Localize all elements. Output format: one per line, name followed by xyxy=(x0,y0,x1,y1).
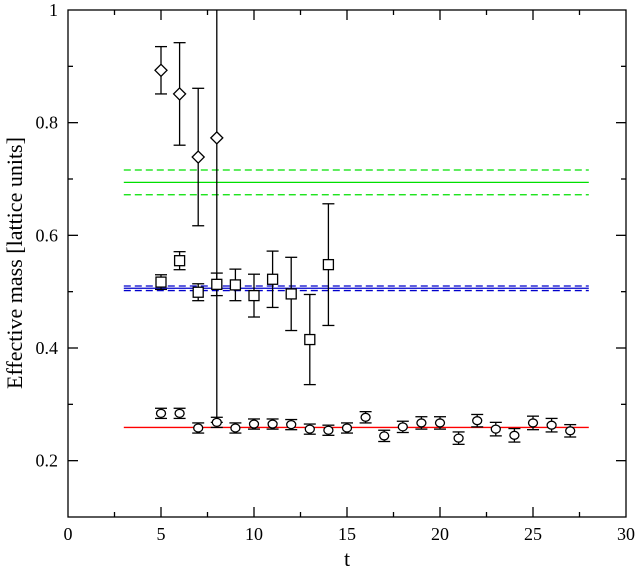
data-point-diamond xyxy=(209,130,224,145)
data-point-square xyxy=(229,279,242,291)
data-point-circle xyxy=(453,433,464,443)
data-markers xyxy=(154,63,576,443)
x-tick-label: 30 xyxy=(617,524,635,544)
data-point-square xyxy=(155,276,167,288)
data-point-square xyxy=(285,288,297,300)
data-point-circle xyxy=(304,424,315,434)
y-tick-label: 0.8 xyxy=(36,113,59,133)
data-point-circle xyxy=(174,408,185,418)
x-tick-label: 10 xyxy=(245,524,263,544)
data-point-circle xyxy=(341,423,353,433)
x-tick-label: 5 xyxy=(157,524,166,544)
data-point-circle xyxy=(155,408,167,418)
x-tick-label: 25 xyxy=(524,524,542,544)
data-point-circle xyxy=(286,419,297,430)
data-point-circle xyxy=(248,419,260,429)
data-point-circle xyxy=(397,422,408,432)
data-point-circle xyxy=(416,418,427,428)
data-point-circle xyxy=(527,418,539,428)
y-tick-label: 0.4 xyxy=(36,338,59,358)
data-point-circle xyxy=(323,425,334,435)
x-axis-title: t xyxy=(344,546,350,570)
data-point-circle xyxy=(211,417,222,428)
x-tick-label: 0 xyxy=(64,524,73,544)
data-point-square xyxy=(192,286,204,298)
x-tick-label: 20 xyxy=(431,524,449,544)
data-point-circle xyxy=(509,430,520,440)
y-axis-title: Effective mass [lattice units] xyxy=(2,137,27,389)
data-point-circle xyxy=(472,416,483,426)
data-point-diamond xyxy=(172,87,187,101)
data-point-circle xyxy=(379,431,390,441)
data-point-circle xyxy=(360,412,371,422)
data-point-diamond xyxy=(154,63,168,78)
data-point-circle xyxy=(546,420,557,430)
y-tick-label: 0.2 xyxy=(36,451,59,471)
data-point-square xyxy=(211,278,223,290)
y-tick-label: 0.6 xyxy=(36,225,59,245)
data-point-square xyxy=(304,333,316,346)
data-point-square xyxy=(173,255,186,267)
data-point-square xyxy=(322,258,335,271)
data-point-circle xyxy=(490,424,501,434)
x-tick-label: 15 xyxy=(338,524,356,544)
data-point-square xyxy=(248,289,260,302)
y-tick-label: 1 xyxy=(49,0,58,20)
data-point-square xyxy=(266,273,279,285)
data-point-circle xyxy=(434,418,446,428)
data-point-circle xyxy=(193,423,204,433)
data-point-circle xyxy=(267,419,278,429)
axis-ticks: 0 5 10 15 20 25 30 0.2 0.4 0.6 0.8 1 xyxy=(36,0,636,544)
data-point-circle xyxy=(565,426,576,436)
data-point-circle xyxy=(230,423,241,433)
data-point-diamond xyxy=(191,150,206,164)
